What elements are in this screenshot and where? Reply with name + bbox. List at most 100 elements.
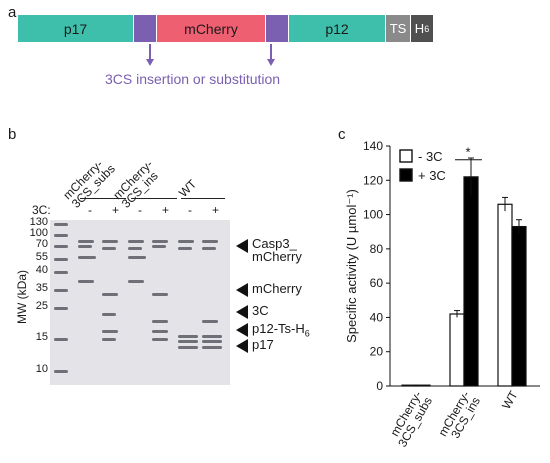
bar bbox=[415, 384, 431, 387]
gel-band bbox=[78, 256, 96, 259]
legend-swatch bbox=[399, 168, 413, 182]
bar-chart: 0 20 40 60 80 100 120 140 Specific activity (U µ… bbox=[330, 130, 550, 458]
band-label: 3C bbox=[252, 304, 269, 317]
lane-group-label-subs: mCherry- 3CS_subs bbox=[60, 156, 118, 211]
construct-segment: TS bbox=[386, 15, 410, 42]
bar bbox=[497, 203, 513, 387]
gel-band bbox=[102, 338, 116, 341]
bar bbox=[511, 225, 527, 387]
gel-band bbox=[54, 338, 68, 341]
lane-mark: - bbox=[188, 203, 192, 217]
gel-band bbox=[78, 240, 94, 243]
gel-band bbox=[54, 370, 68, 373]
legend-label: + 3C bbox=[418, 168, 446, 183]
group-underline bbox=[131, 198, 177, 199]
construct-segment-label: mCherry bbox=[184, 20, 238, 37]
construct-segment: p17 bbox=[18, 15, 133, 42]
band-label: mCherry bbox=[252, 282, 302, 295]
lane-mark: + bbox=[162, 203, 170, 217]
construct-segment-label: p12 bbox=[325, 20, 349, 37]
construct-segment bbox=[266, 15, 288, 42]
gel-band bbox=[54, 258, 68, 261]
gel-band bbox=[128, 256, 146, 259]
lane-mark: - bbox=[138, 203, 142, 217]
construct-note: 3CS insertion or substitution bbox=[105, 71, 281, 87]
group-underline bbox=[80, 198, 126, 199]
bar bbox=[401, 384, 417, 387]
arrowhead-left-icon bbox=[236, 239, 248, 258]
gel-band bbox=[152, 320, 168, 323]
arrowhead-left-icon bbox=[236, 339, 248, 358]
construct-segment-subscript: 6 bbox=[424, 23, 430, 34]
gel-band bbox=[178, 346, 198, 349]
gel-band bbox=[54, 307, 68, 310]
significance-marker: * bbox=[465, 144, 470, 159]
band-label-text: mCherry bbox=[252, 281, 302, 296]
gel-band bbox=[78, 245, 92, 248]
arrow-down-icon bbox=[267, 44, 275, 73]
mw-tick-label: 70 bbox=[35, 238, 48, 250]
mw-tick-label: 40 bbox=[35, 264, 48, 276]
construct-segment-label: p17 bbox=[63, 20, 88, 37]
gel-band bbox=[152, 245, 166, 248]
legend-swatch bbox=[399, 149, 413, 163]
band-label: Casp3_ mCherry bbox=[252, 237, 302, 263]
gel-band bbox=[152, 293, 168, 296]
mw-tick-label: 15 bbox=[35, 331, 48, 343]
y-tick-label: 100 bbox=[363, 208, 383, 222]
gel-band bbox=[202, 320, 218, 323]
band-label-text: p12-Ts-H bbox=[252, 321, 305, 336]
mw-tick-label: 130 bbox=[29, 216, 48, 228]
arrowhead-left-icon bbox=[236, 305, 248, 324]
band-label-text: 3C bbox=[252, 303, 269, 318]
gel-band bbox=[202, 346, 222, 349]
mw-tick-label: 10 bbox=[35, 363, 48, 375]
legend-label: - 3C bbox=[418, 149, 443, 164]
gel-band bbox=[102, 293, 118, 296]
y-tick-label: 40 bbox=[370, 310, 384, 324]
band-label-text: p17 bbox=[252, 337, 274, 352]
band-label-text: Casp3_ mCherry bbox=[252, 236, 302, 264]
y-axis-label: Specific activity (U µmol⁻¹) bbox=[344, 189, 359, 343]
y-tick-label: 120 bbox=[363, 173, 383, 187]
construct-segment-label: TS bbox=[389, 21, 407, 36]
lane-mark: - bbox=[88, 203, 92, 217]
gel-band bbox=[178, 240, 194, 243]
gel-band bbox=[54, 245, 68, 248]
gel-image bbox=[50, 220, 230, 385]
gel-band bbox=[102, 313, 116, 316]
construct-segment: p12 bbox=[289, 15, 385, 42]
y-tick-label: 140 bbox=[363, 139, 383, 153]
x-tick-label-line: WT bbox=[499, 388, 521, 412]
gel-band bbox=[202, 335, 222, 338]
mw-tick-label: 35 bbox=[35, 282, 48, 294]
mw-tick-label: 100 bbox=[29, 227, 48, 239]
x-tick-label: mCherry-3CS_ins bbox=[435, 388, 483, 444]
gel-band bbox=[152, 338, 168, 341]
gel-band bbox=[152, 240, 168, 243]
construct-segment: mCherry bbox=[157, 15, 265, 42]
y-tick-label: 0 bbox=[376, 379, 383, 393]
gel-band bbox=[102, 240, 118, 243]
mw-tick-label: 55 bbox=[35, 251, 48, 263]
y-tick-label: 60 bbox=[370, 276, 384, 290]
lane-group-label-wt: WT bbox=[176, 176, 200, 200]
gel-band bbox=[54, 223, 68, 226]
gel-band bbox=[128, 280, 144, 283]
gel-band bbox=[202, 247, 216, 250]
gel-band bbox=[128, 240, 144, 243]
mw-tick-label: 25 bbox=[35, 300, 48, 312]
gel-band bbox=[54, 289, 68, 292]
gel-band bbox=[128, 247, 142, 250]
bar bbox=[463, 176, 479, 387]
y-tick-label: 80 bbox=[370, 242, 384, 256]
construct-segment bbox=[134, 15, 156, 42]
lane-mark: + bbox=[112, 203, 120, 217]
gel-band bbox=[78, 280, 94, 283]
gel-band bbox=[178, 340, 198, 343]
treatment-label: 3C: bbox=[32, 203, 51, 217]
arrowhead-left-icon bbox=[236, 283, 248, 302]
lane-mark: + bbox=[212, 203, 220, 217]
band-label-subscript: 6 bbox=[304, 328, 310, 339]
